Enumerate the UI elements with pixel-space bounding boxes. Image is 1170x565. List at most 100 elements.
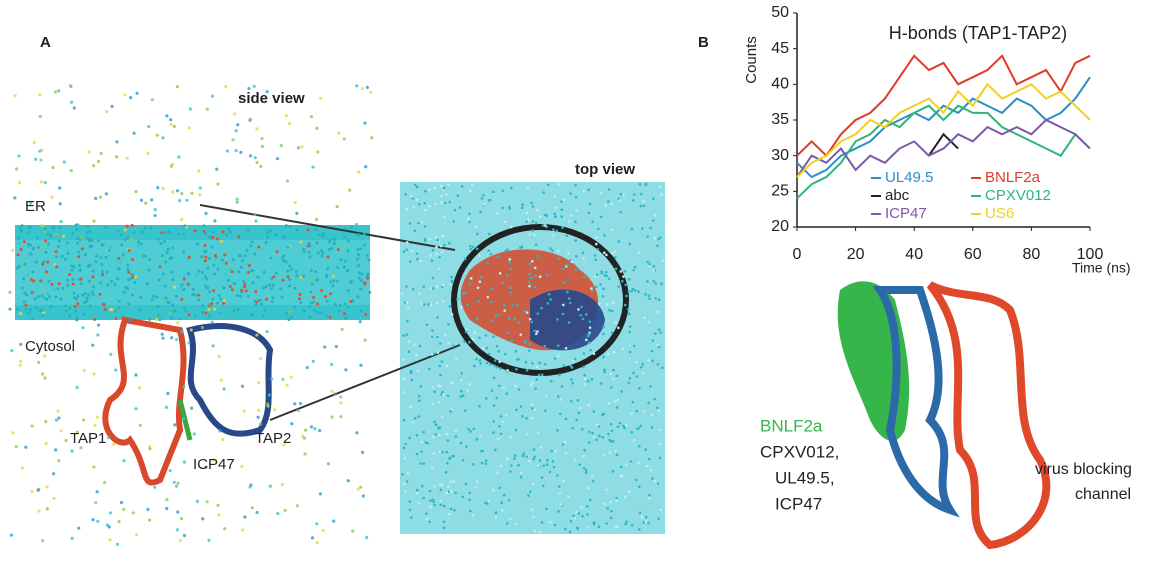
water-dot <box>464 291 467 295</box>
water-dot <box>423 303 426 306</box>
water-dot <box>486 262 489 265</box>
water-dot <box>448 512 451 516</box>
solvent-dot <box>279 144 283 148</box>
lipid-dot <box>171 303 175 307</box>
lipid-dot <box>75 237 79 241</box>
water-dot <box>652 279 656 283</box>
lipid-dot <box>284 260 288 264</box>
solvent-dot <box>284 114 288 118</box>
solvent-dot <box>38 149 42 153</box>
water-dot <box>471 245 475 249</box>
water-dot <box>605 274 608 278</box>
lipid-dot <box>139 242 143 246</box>
solvent-dot <box>8 290 12 294</box>
water-dot <box>497 437 500 441</box>
water-dot <box>506 273 509 277</box>
water-dot <box>417 394 421 398</box>
solvent-dot <box>204 465 208 469</box>
lipid-dot <box>75 297 79 301</box>
water-dot <box>430 353 434 356</box>
solvent-dot <box>334 344 338 349</box>
water-dot <box>498 486 501 490</box>
lipid-dot <box>307 250 311 254</box>
lipid-dot <box>181 250 185 254</box>
lipid-dot <box>274 271 278 275</box>
water-dot <box>504 352 507 356</box>
solvent-dot <box>62 160 66 164</box>
solvent-dot <box>359 485 363 489</box>
water-dot <box>635 409 639 413</box>
solvent-dot <box>205 107 209 111</box>
water-dot <box>427 188 431 191</box>
water-dot <box>617 285 621 288</box>
solvent-dot <box>107 525 111 529</box>
water-dot <box>422 430 425 434</box>
water-dot <box>647 401 650 405</box>
water-dot <box>588 326 592 329</box>
lipid-dot <box>182 233 186 237</box>
water-dot <box>581 317 585 321</box>
lipid-dot <box>72 296 76 300</box>
lipid-dot <box>150 298 154 302</box>
lipid-dot <box>88 245 92 249</box>
water-dot <box>630 412 633 415</box>
solvent-dot <box>360 450 365 455</box>
solvent-dot <box>150 198 154 202</box>
water-dot <box>606 507 609 510</box>
lipid-dot <box>335 279 339 283</box>
solvent-dot <box>295 211 299 215</box>
lipid-dot <box>23 291 27 295</box>
water-dot <box>514 428 518 432</box>
solvent-dot <box>363 338 367 342</box>
water-dot <box>553 195 557 198</box>
water-dot <box>487 499 491 503</box>
lipid-dot <box>328 247 332 251</box>
solvent-dot <box>359 363 363 367</box>
water-dot <box>586 504 589 508</box>
water-dot <box>648 457 651 461</box>
lipid-dot <box>368 290 372 294</box>
water-dot <box>538 530 541 534</box>
lipid-dot <box>187 255 191 259</box>
solvent-dot <box>13 94 17 98</box>
x-tick-label: 40 <box>905 246 923 263</box>
water-dot <box>651 359 654 363</box>
water-dot <box>649 469 653 472</box>
water-dot <box>536 330 539 333</box>
solvent-dot <box>239 265 243 269</box>
water-dot <box>461 495 465 499</box>
annotation: virus blocking <box>1035 461 1132 478</box>
water-dot <box>587 211 591 215</box>
lipid-dot <box>246 294 250 298</box>
lipid-dot <box>88 229 92 233</box>
solvent-dot <box>18 312 23 316</box>
water-dot <box>503 309 507 312</box>
solvent-dot <box>270 377 274 381</box>
lipid-dot <box>66 283 70 287</box>
solvent-dot <box>195 499 200 503</box>
lipid-dot <box>281 259 285 263</box>
water-dot <box>528 459 531 463</box>
lipid-dot <box>288 278 292 282</box>
water-dot <box>613 400 617 403</box>
lipid-dot <box>41 262 45 266</box>
solvent-dot <box>282 443 286 447</box>
solvent-dot <box>185 198 189 202</box>
lipid-dot <box>346 239 350 243</box>
lipid-dot <box>61 286 65 290</box>
water-dot <box>484 459 488 462</box>
solvent-dot <box>298 401 303 406</box>
water-dot <box>514 522 518 526</box>
water-dot <box>429 505 433 509</box>
solvent-dot <box>47 311 51 315</box>
water-dot <box>565 234 569 238</box>
solvent-dot <box>250 312 254 317</box>
lipid-dot <box>127 249 131 253</box>
water-dot <box>610 509 613 513</box>
lipid-dot <box>329 292 333 296</box>
water-dot <box>654 297 658 300</box>
y-tick-label: 35 <box>771 111 789 128</box>
water-dot <box>534 387 537 390</box>
lipid-dot <box>43 227 47 231</box>
